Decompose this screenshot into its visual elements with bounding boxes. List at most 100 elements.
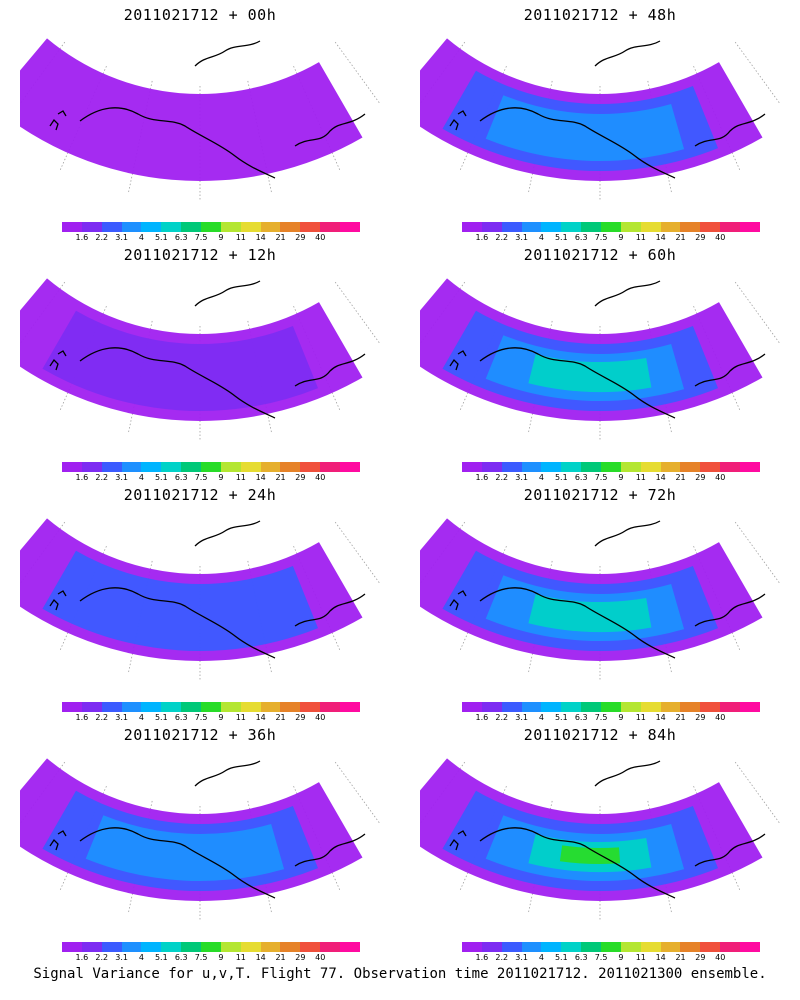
colorbar-swatch — [101, 222, 122, 232]
colorbar-swatch — [141, 462, 162, 472]
colorbar-swatch — [141, 942, 162, 952]
colorbar-swatch — [141, 702, 162, 712]
coastline — [594, 280, 661, 307]
colorbar-tick-label: 3.1 — [115, 953, 128, 962]
coastline — [694, 593, 766, 627]
colorbar-tick-label: 21 — [275, 713, 286, 722]
colorbar-swatch — [240, 462, 261, 472]
colorbar-swatch — [740, 222, 760, 232]
colorbar-tick-label: 4 — [138, 953, 144, 962]
coastline — [49, 590, 67, 611]
coastline — [194, 520, 261, 547]
colorbar-tick-label: 5.1 — [554, 473, 568, 482]
colorbar-swatch — [201, 222, 221, 232]
colorbar-ticks: 1.6 2.2 3.1 4 5.1 6.3 7.5 9 11 14 21 29 40 — [40, 473, 370, 483]
colorbar-swatch — [121, 942, 142, 952]
colorbar-tick-label: 3.1 — [515, 473, 528, 482]
colorbar-swatch — [101, 942, 122, 952]
colorbar-swatch — [481, 942, 502, 952]
colorbar-swatch — [541, 702, 562, 712]
colorbar-tick-label: 29 — [295, 233, 306, 242]
meridian-gridline — [771, 26, 780, 87]
colorbar-swatch — [521, 942, 542, 952]
colorbar-swatch — [700, 942, 721, 952]
colorbar-swatch — [561, 462, 582, 472]
colorbar-tick-label: 21 — [675, 233, 686, 242]
colorbar-tick-label: 9 — [618, 233, 624, 242]
colorbar-tick-label: 1.6 — [75, 713, 89, 722]
colorbar-tick-label: 3.1 — [115, 473, 128, 482]
colorbar-swatch — [680, 942, 701, 952]
latitude-gridline — [420, 506, 780, 517]
variance-contour — [485, 95, 685, 161]
colorbar-tick-label: 1.6 — [75, 953, 89, 962]
colorbar-tick-label: 7.5 — [194, 953, 208, 962]
colorbar-swatch — [501, 942, 522, 952]
colorbar-swatch — [481, 702, 502, 712]
coastline — [694, 833, 766, 867]
meridian-gridline — [734, 281, 780, 345]
colorbar-swatch — [62, 222, 82, 232]
panel-60h: 2011021712 + 60h 1.6 2.2 3.1 4 5.1 6.3 7.5 9 11 1… — [400, 240, 800, 482]
colorbar-tick-label: 6.3 — [174, 233, 188, 242]
colorbar-tick-label: 14 — [655, 233, 666, 242]
meridian-gridline — [771, 746, 780, 807]
meridian-gridline — [371, 26, 380, 87]
panel-title: 2011021712 + 36h — [123, 726, 277, 744]
variance-field — [20, 758, 363, 901]
variance-field — [420, 518, 763, 661]
colorbar-ticks: 1.6 2.2 3.1 4 5.1 6.3 7.5 9 11 14 21 29 40 — [440, 233, 770, 243]
panel-84h: 2011021712 + 84h 1.6 2.2 3.1 4 5.1 6.3 7.5 9 11 1… — [400, 720, 800, 962]
colorbar-tick-label: 9 — [618, 473, 624, 482]
colorbar-tick-label: 11 — [635, 713, 646, 722]
latitude-gridline — [20, 506, 380, 537]
colorbar-tick-label: 4 — [138, 233, 144, 242]
colorbar-swatch — [462, 222, 482, 232]
colorbar-tick-label: 4 — [138, 713, 144, 722]
coastline — [79, 827, 276, 899]
colorbar-swatch — [240, 942, 261, 952]
panel-36h: 2011021712 + 36h 1.6 2.2 3.1 4 5.1 6.3 7.5 9 11 1… — [0, 720, 400, 962]
coastline — [79, 347, 276, 419]
colorbar-tick-label: 40 — [315, 473, 326, 482]
panel-title: 2011021712 + 60h — [523, 246, 677, 264]
variance-contour — [42, 550, 319, 651]
panel-00h: 2011021712 + 00h 1.6 2.2 3.1 4 5.1 6.3 7.5 9 11 1… — [0, 0, 400, 242]
colorbar-tick-label: 2.2 — [495, 473, 509, 482]
colorbar-swatch — [660, 222, 681, 232]
colorbar-tick-label: 14 — [255, 233, 266, 242]
colorbar-tick-label: 2.2 — [95, 713, 109, 722]
colorbar-tick-label: 9 — [618, 953, 624, 962]
colorbar-tick-label: 4 — [138, 473, 144, 482]
colorbar-swatch — [620, 702, 641, 712]
colorbar-tick-label: 14 — [255, 953, 266, 962]
colorbar-tick-label: 3.1 — [115, 713, 128, 722]
map — [420, 746, 780, 921]
variance-contour — [20, 38, 363, 181]
map — [20, 758, 380, 921]
colorbar-ticks: 1.6 2.2 3.1 4 5.1 6.3 7.5 9 11 14 21 29 40 — [40, 713, 370, 723]
colorbar-tick-label: 4 — [538, 713, 544, 722]
colorbar-tick-label: 29 — [295, 473, 306, 482]
colorbar-swatch — [561, 222, 582, 232]
colorbar-swatch — [521, 462, 542, 472]
variance-field — [420, 278, 763, 421]
colorbar-swatch — [501, 702, 522, 712]
colorbar-swatch — [640, 702, 661, 712]
colorbar-tick-label: 3.1 — [115, 233, 128, 242]
coastline — [449, 830, 467, 851]
colorbar-swatch — [280, 702, 301, 712]
coastline — [449, 590, 467, 611]
coastline — [479, 107, 676, 179]
colorbar-tick-label: 14 — [655, 953, 666, 962]
variance-field — [420, 758, 763, 901]
colorbar-tick-label: 21 — [275, 473, 286, 482]
colorbar-ticks: 1.6 2.2 3.1 4 5.1 6.3 7.5 9 11 14 21 29 40 — [440, 713, 770, 723]
colorbar-swatch — [161, 462, 182, 472]
coastline — [49, 110, 67, 131]
colorbar-swatch — [220, 702, 241, 712]
coastline — [194, 280, 261, 307]
panel-24h: 2011021712 + 24h 1.6 2.2 3.1 4 5.1 6.3 7.5 9 11 1… — [0, 480, 400, 723]
panel-title: 2011021712 + 84h — [523, 726, 677, 744]
variance-contour — [528, 354, 652, 392]
